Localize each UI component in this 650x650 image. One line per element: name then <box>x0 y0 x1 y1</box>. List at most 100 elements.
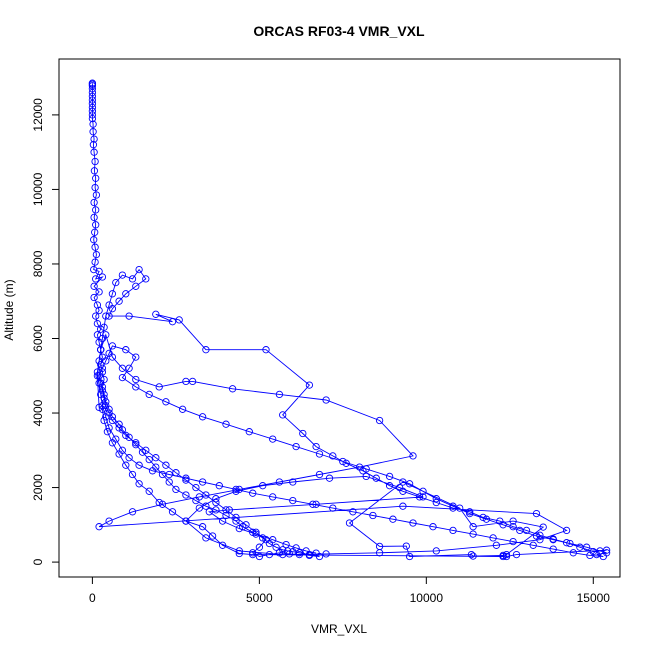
data-point <box>466 509 474 518</box>
data-point <box>88 85 97 93</box>
data-point <box>88 96 97 104</box>
data-point <box>92 312 100 320</box>
data-point <box>292 442 300 451</box>
data-point <box>228 385 237 393</box>
data-point <box>192 483 200 492</box>
data-point <box>93 319 102 328</box>
data-point <box>90 167 99 175</box>
data-point <box>222 511 230 520</box>
data-point <box>89 128 97 136</box>
data-point <box>92 275 100 283</box>
data-point <box>249 550 257 559</box>
data-point <box>289 478 297 486</box>
data-point <box>419 487 427 495</box>
data-point <box>496 517 504 525</box>
data-point <box>252 530 260 538</box>
data-point <box>492 541 501 549</box>
data-point <box>272 543 280 551</box>
data-point <box>349 508 357 516</box>
data-point <box>182 517 190 525</box>
data-point <box>88 114 97 123</box>
data-point <box>90 213 98 222</box>
data-point <box>282 540 290 549</box>
data-point <box>125 454 133 462</box>
data-point <box>205 508 213 516</box>
data-point <box>93 372 102 380</box>
data-point <box>255 552 264 561</box>
y-tick-label: 4000 <box>31 399 45 426</box>
data-point <box>102 413 110 421</box>
data-point <box>88 88 97 97</box>
data-point <box>135 480 143 488</box>
data-point <box>132 383 140 391</box>
data-point <box>232 513 240 522</box>
data-point <box>322 550 330 558</box>
data-point <box>90 236 98 244</box>
x-axis-label: VMR_VXL <box>311 622 367 636</box>
data-point <box>152 454 160 462</box>
data-point <box>315 470 324 479</box>
data-point <box>92 191 101 199</box>
data-point <box>395 483 404 492</box>
data-point <box>115 424 123 432</box>
data-point <box>466 508 474 516</box>
data-point <box>89 141 98 149</box>
data-point <box>212 498 220 507</box>
data-point <box>532 509 541 518</box>
x-tick-label: 15000 <box>577 591 611 605</box>
data-point <box>269 493 277 501</box>
data-point <box>165 478 173 486</box>
data-point <box>305 381 314 389</box>
data-point <box>132 375 140 384</box>
data-point <box>88 107 97 115</box>
data-point <box>90 293 98 302</box>
data-point <box>152 310 160 318</box>
data-point <box>292 544 300 552</box>
data-point <box>198 478 207 486</box>
data-point <box>589 548 597 556</box>
data-point <box>509 517 517 525</box>
data-point <box>576 543 584 551</box>
data-point <box>125 312 133 320</box>
data-point <box>98 273 107 281</box>
data-point <box>566 539 574 548</box>
data-point <box>118 271 127 279</box>
data-point <box>122 290 130 298</box>
data-point <box>132 439 140 447</box>
data-point <box>456 504 464 512</box>
data-point <box>212 506 220 514</box>
data-point <box>362 472 370 481</box>
data-point <box>512 550 521 559</box>
data-point <box>536 531 544 539</box>
data-point <box>90 265 98 274</box>
data-point <box>275 478 284 486</box>
data-point <box>342 459 350 467</box>
data-point <box>105 312 113 320</box>
data-point <box>90 135 98 143</box>
data-point <box>252 528 260 536</box>
data-point <box>145 487 153 495</box>
data-point <box>225 506 233 514</box>
data-point <box>100 390 108 399</box>
data-point <box>128 470 137 479</box>
data-point <box>369 511 377 520</box>
data-point <box>108 353 117 361</box>
y-tick-label: 6000 <box>31 325 45 352</box>
y-axis-label: Altitude (m) <box>2 279 16 340</box>
data-point <box>549 545 557 553</box>
data-point <box>195 504 203 512</box>
data-point <box>339 457 347 466</box>
data-point <box>98 387 107 395</box>
data-point <box>122 461 130 469</box>
y-axis: 0 2000 4000 6000 8000 10000 12000 <box>31 98 60 565</box>
data-point <box>409 452 417 460</box>
data-point <box>289 496 297 505</box>
data-point <box>168 318 177 326</box>
data-point <box>118 373 127 382</box>
data-point <box>599 552 607 561</box>
data-point <box>469 552 477 560</box>
data-point <box>235 547 243 555</box>
data-point <box>145 455 153 464</box>
data-point <box>309 500 317 508</box>
